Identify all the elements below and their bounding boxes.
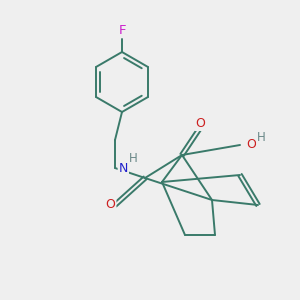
Text: H: H [129, 152, 138, 166]
Text: O: O [247, 139, 256, 152]
Text: N: N [118, 161, 128, 175]
Text: F: F [118, 24, 126, 37]
Text: H: H [257, 131, 266, 144]
Text: O: O [106, 199, 116, 212]
Text: O: O [195, 117, 205, 130]
